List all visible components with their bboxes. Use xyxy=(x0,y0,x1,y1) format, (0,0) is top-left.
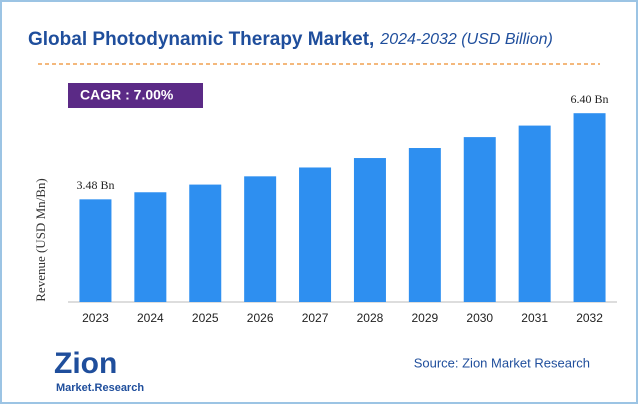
cagr-label: CAGR : 7.00% xyxy=(80,87,174,103)
value-label: 6.40 Bn xyxy=(571,92,609,106)
logo-name: Zion xyxy=(54,347,117,380)
bar xyxy=(244,176,277,302)
logo-tagline: Market.Research xyxy=(56,382,144,394)
bar xyxy=(573,113,606,302)
x-tick-label: 2026 xyxy=(247,311,274,325)
chart-title: Global Photodynamic Therapy Market, 2024-… xyxy=(28,29,553,50)
x-tick-label: 2027 xyxy=(302,311,329,325)
x-tick-label: 2031 xyxy=(521,311,548,325)
x-tick-label: 2025 xyxy=(192,311,219,325)
value-label: 3.48 Bn xyxy=(76,178,114,192)
x-tick-label: 2028 xyxy=(357,311,384,325)
title: Global Photodynamic Therapy Market, xyxy=(28,29,374,50)
bar xyxy=(189,184,222,302)
bar xyxy=(134,192,167,302)
bar xyxy=(79,199,112,302)
bar xyxy=(518,125,551,302)
x-tick-label: 2024 xyxy=(137,311,164,325)
cagr-box xyxy=(68,83,203,108)
y-axis-label: Revenue (USD Mn/Bn) xyxy=(33,178,48,302)
x-tick-label: 2032 xyxy=(576,311,603,325)
subtitle: 2024-2032 (USD Billion) xyxy=(379,31,553,48)
source: Source: Zion Market Research xyxy=(414,355,590,370)
bar xyxy=(353,158,386,302)
bar xyxy=(408,148,441,302)
bar xyxy=(463,137,496,302)
x-tick-label: 2023 xyxy=(82,311,109,325)
x-tick-label: 2029 xyxy=(411,311,438,325)
bar xyxy=(299,167,332,302)
x-tick-label: 2030 xyxy=(466,311,493,325)
